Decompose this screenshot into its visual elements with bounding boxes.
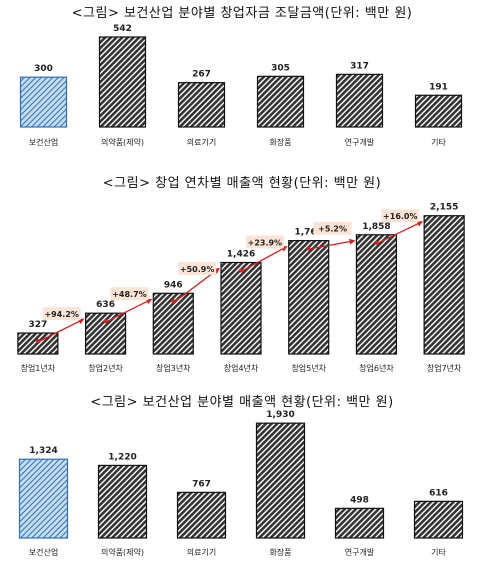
growth-label: +50.9% [180,265,214,274]
chart2-title: <그림> 창업 연차별 매출액 현황(단위: 백만 원) [102,176,382,191]
growth-arrow [242,246,288,272]
value-label: 946 [164,280,183,290]
value-label: 1,426 [227,249,255,259]
value-label: 305 [271,63,290,73]
category-label: 창업7년차 [427,363,462,373]
value-label: 317 [350,61,369,71]
value-label: 636 [96,300,115,310]
bar-의료기기 [177,82,226,128]
bar-창업3년차 [152,292,194,355]
category-label: 창업6년차 [359,363,394,373]
growth-badge [313,221,352,235]
category-label: 창업2년차 [88,363,123,373]
bar-연구개발 [334,507,385,539]
bar-창업5년차 [288,240,330,355]
bar-창업1년차 [17,332,59,355]
bar-화장품 [256,75,305,128]
bar-보건산업 [19,76,68,128]
chart1-title: <그림> 보건산업 분야별 창업자금 조달금액(단위: 백만 원) [71,6,413,21]
bar-기타 [414,94,463,128]
bar-의약품(제약) [98,36,147,128]
category-label: 연구개발 [345,137,375,147]
growth-label: +94.2% [44,310,78,319]
value-label: 1,858 [362,222,390,232]
category-label: 의약품(제약) [101,547,144,557]
category-label: 화장품 [269,547,291,557]
value-label: 616 [429,488,448,498]
category-label: 창업5년차 [291,363,326,373]
value-label: 327 [28,320,47,330]
category-label: 기타 [431,138,446,147]
category-label: 연구개발 [345,547,375,557]
value-label: 1,767 [294,228,322,238]
category-label: 의료기기 [187,137,216,147]
category-label: 의약품(제약) [101,137,144,147]
growth-arrow [310,238,356,250]
value-label: 1,930 [266,410,294,420]
growth-arrow [107,298,153,322]
category-label: 창업4년차 [224,363,259,373]
bar-창업4년차 [220,261,262,355]
category-label: 보건산업 [29,137,58,147]
value-label: 498 [350,495,369,505]
bar-의료기기 [176,491,227,539]
bar-보건산업 [18,458,69,539]
value-label: 542 [113,24,132,34]
chart1-plot: 300 보건산업 542 의약품(제약) 267 의료기기 305 화장품 317 연구개발 191… [19,24,463,147]
category-label: 의료기기 [187,547,216,557]
growth-badge [178,261,217,275]
growth-arrow [378,221,424,244]
growth-label: +5.2% [318,225,347,234]
growth-arrow [39,318,85,342]
growth-label: +23.9% [248,239,282,248]
growth-badge [245,235,284,249]
category-label: 화장품 [269,137,291,147]
value-label: 2,155 [430,203,458,213]
bar-창업7년차 [423,215,465,355]
growth-badge [381,209,420,223]
bar-창업6년차 [355,234,398,355]
value-label: 767 [192,479,211,489]
bar-의약품(제약) [97,464,148,539]
chart3-plot: 1,324 보건산업 1,220 의약품(제약) 767 의료기기 1,930 화장품 498 연… [18,410,464,557]
growth-badge [42,307,81,321]
growth-label: +48.7% [112,290,146,299]
category-label: 창업3년차 [156,363,191,373]
category-label: 기타 [431,548,446,557]
growth-badge [110,287,149,301]
chart2-plot: 327 창업1년차 636 창업2년차 946 창업3년차 1,426 창업4년차 1,767 창… [17,203,465,373]
bar-기타 [413,500,464,539]
value-label: 191 [429,82,448,92]
category-label: 창업1년차 [21,363,56,373]
value-label: 267 [192,70,211,80]
value-label: 1,324 [29,446,57,456]
bar-연구개발 [335,73,384,128]
bar-화장품 [255,422,306,539]
growth-label: +16.0% [383,212,417,221]
category-label: 보건산업 [29,547,58,557]
chart3-title: <그림> 보건산업 분야별 매출액 현황(단위: 백만 원) [90,395,394,410]
value-label: 1,220 [108,452,136,462]
value-label: 300 [34,64,53,74]
